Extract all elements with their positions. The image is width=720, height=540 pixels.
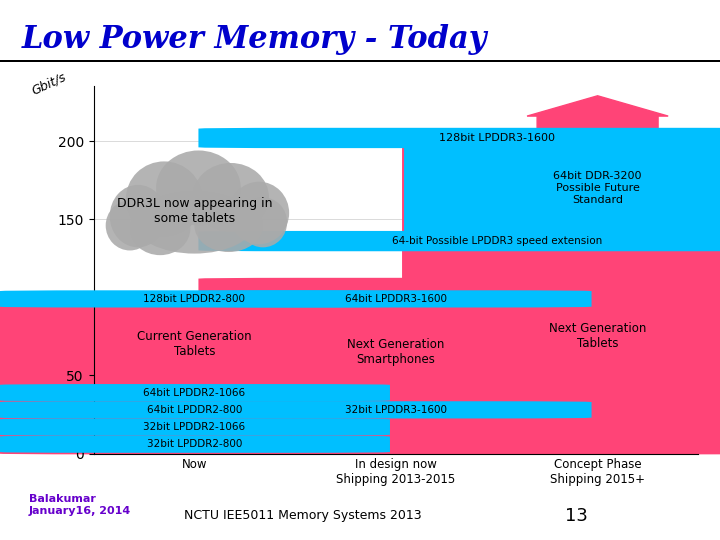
Text: Current Generation
Tablets: Current Generation Tablets xyxy=(137,330,252,358)
Text: 64-bit Possible LPDDR3 speed extension: 64-bit Possible LPDDR3 speed extension xyxy=(392,236,602,246)
Text: 32bit LPDDR3-1600: 32bit LPDDR3-1600 xyxy=(345,405,447,415)
FancyBboxPatch shape xyxy=(200,291,592,307)
Ellipse shape xyxy=(194,199,263,252)
FancyArrow shape xyxy=(527,96,668,130)
Ellipse shape xyxy=(134,191,255,254)
FancyBboxPatch shape xyxy=(404,146,720,233)
Ellipse shape xyxy=(229,182,289,244)
Text: 64bit LPDDR2-800: 64bit LPDDR2-800 xyxy=(147,405,242,415)
FancyBboxPatch shape xyxy=(0,436,390,453)
FancyBboxPatch shape xyxy=(0,291,390,307)
Ellipse shape xyxy=(156,151,240,226)
Text: 128bit LPDDR2-800: 128bit LPDDR2-800 xyxy=(143,294,246,304)
Ellipse shape xyxy=(192,163,269,232)
FancyBboxPatch shape xyxy=(199,278,593,454)
FancyBboxPatch shape xyxy=(402,130,720,454)
Text: Balakumar
January16, 2014: Balakumar January16, 2014 xyxy=(29,494,131,516)
Ellipse shape xyxy=(126,161,202,237)
Text: 64bit LPDDR2-1066: 64bit LPDDR2-1066 xyxy=(143,388,246,397)
Ellipse shape xyxy=(109,185,166,247)
Text: 64bit DDR-3200
Possible Future
Standard: 64bit DDR-3200 Possible Future Standard xyxy=(554,171,642,205)
Text: NCTU IEE5011 Memory Systems 2013: NCTU IEE5011 Memory Systems 2013 xyxy=(184,509,421,522)
Ellipse shape xyxy=(130,202,190,255)
FancyBboxPatch shape xyxy=(0,418,390,436)
FancyBboxPatch shape xyxy=(199,231,720,251)
FancyBboxPatch shape xyxy=(0,293,392,454)
Text: Low Power Memory - Today: Low Power Memory - Today xyxy=(22,24,487,55)
Text: 32bit LPDDR2-1066: 32bit LPDDR2-1066 xyxy=(143,422,246,432)
FancyBboxPatch shape xyxy=(199,128,720,148)
Text: 128bit LPDDR3-1600: 128bit LPDDR3-1600 xyxy=(438,133,555,143)
Ellipse shape xyxy=(239,197,287,247)
Text: Gbit/s: Gbit/s xyxy=(30,70,68,97)
Ellipse shape xyxy=(106,200,154,251)
FancyBboxPatch shape xyxy=(0,384,390,401)
Text: 13: 13 xyxy=(564,507,588,525)
FancyBboxPatch shape xyxy=(0,401,390,418)
Text: 32bit LPDDR2-800: 32bit LPDDR2-800 xyxy=(147,439,242,449)
Text: DDR3L now appearing in
some tablets: DDR3L now appearing in some tablets xyxy=(117,198,272,225)
Text: 64bit LPDDR3-1600: 64bit LPDDR3-1600 xyxy=(345,294,447,304)
Text: Next Generation
Tablets: Next Generation Tablets xyxy=(549,322,647,350)
FancyBboxPatch shape xyxy=(200,401,592,418)
Text: Next Generation
Smartphones: Next Generation Smartphones xyxy=(347,338,445,366)
